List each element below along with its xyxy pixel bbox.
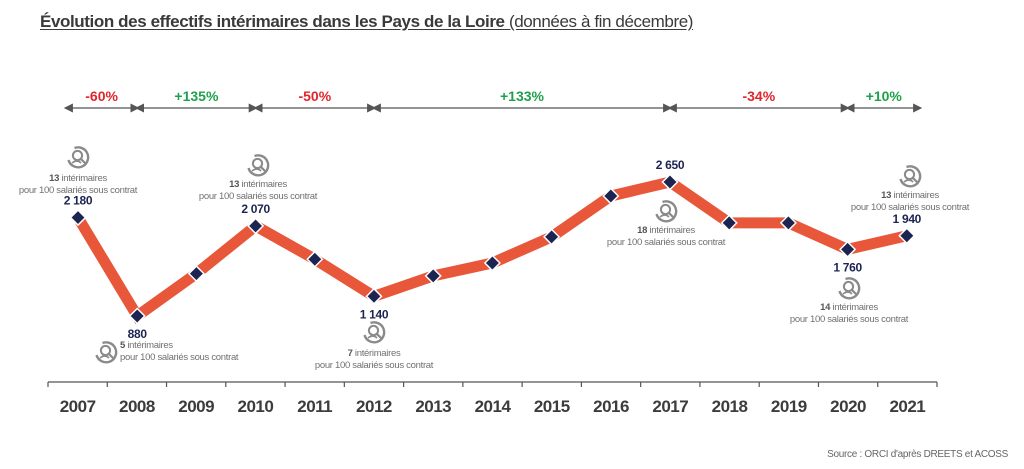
annotation-text: intérimaires — [125, 340, 173, 351]
variation-label-2020-2021: +10% — [866, 88, 903, 104]
x-tick-label: 2010 — [238, 397, 274, 416]
data-label-2007: 2 180 — [64, 194, 93, 208]
magnifier-person-icon — [655, 200, 678, 223]
data-point-2021 — [898, 227, 916, 245]
annotation-line1: 13 intérimaires — [49, 173, 107, 184]
annotation-line1: 14 intérimaires — [820, 302, 878, 313]
annotation-text: intérimaires — [647, 225, 695, 236]
annotation-line2: pour 100 salariés sous contrat — [315, 360, 434, 371]
variations-layer: -60% +135% -50% +133% -34% +10% — [63, 88, 923, 113]
x-tick-label: 2012 — [356, 397, 392, 416]
magnifier-person-icon — [838, 277, 861, 300]
annotation-text: intérimaires — [830, 302, 878, 313]
x-tick-label: 2014 — [475, 397, 512, 416]
data-point-2007 — [69, 209, 87, 227]
data-labels-layer: 2 180 880 2 070 1 140 2 650 1 760 1 940 — [64, 158, 922, 341]
data-label-2010: 2 070 — [241, 202, 270, 216]
magnifier-person-icon — [363, 321, 386, 344]
x-tick-label: 2021 — [889, 397, 925, 416]
data-label-2017: 2 650 — [656, 158, 685, 172]
x-tick-label: 2018 — [712, 397, 748, 416]
annotation-number: 5 — [120, 340, 126, 351]
annotation-number: 18 — [637, 225, 647, 236]
annotation-line2: pour 100 salariés sous contrat — [790, 314, 909, 325]
annotation-number: 14 — [820, 302, 831, 313]
series-line — [73, 176, 909, 324]
x-tick-label: 2013 — [415, 397, 451, 416]
x-tick-label: 2019 — [771, 397, 807, 416]
magnifier-person-icon — [67, 146, 90, 169]
series-line-path — [73, 176, 909, 324]
magnifier-person-icon — [95, 341, 118, 364]
x-tick-label: 2020 — [830, 397, 866, 416]
annotation-text: intérimaires — [59, 173, 107, 184]
annotation-line2: pour 100 salariés sous contrat — [120, 352, 239, 363]
data-point-2018 — [720, 214, 738, 232]
data-point-2016 — [602, 187, 620, 205]
variation-label-2017-2020: -34% — [742, 88, 775, 104]
chart-title: Évolution des effectifs intérimaires dan… — [40, 12, 693, 32]
data-point-2014 — [483, 254, 501, 272]
x-tick-label: 2016 — [593, 397, 629, 416]
data-point-2015 — [543, 228, 561, 246]
annotation-number: 13 — [881, 190, 891, 201]
annotation-line2: pour 100 salariés sous contrat — [851, 202, 970, 213]
annotation-line2: pour 100 salariés sous contrat — [19, 185, 138, 196]
data-point-2011 — [306, 250, 324, 268]
chart-title-sub: (données à fin décembre) — [508, 12, 694, 31]
data-point-2008 — [128, 307, 146, 325]
data-label-2020: 1 760 — [833, 260, 862, 274]
markers-layer — [69, 173, 916, 325]
data-point-2012 — [365, 287, 383, 305]
variation-label-2007-2008: -60% — [85, 88, 118, 104]
magnifier-person-icon — [899, 165, 922, 188]
annotation-line1: 7 intérimaires — [348, 348, 401, 359]
annotation-line1: 13 intérimaires — [229, 179, 287, 190]
data-label-2012: 1 140 — [360, 307, 389, 321]
data-point-2020 — [839, 240, 857, 258]
annotation-line1: 13 intérimaires — [881, 190, 939, 201]
data-point-2010 — [247, 217, 265, 235]
annotation-line1: 18 intérimaires — [637, 225, 695, 236]
magnifier-person-icon — [247, 154, 270, 177]
source-note: Source : ORCI d'après DREETS et ACOSS — [827, 449, 1008, 460]
variation-label-2008-2010: +135% — [174, 88, 219, 104]
annotation-number: 13 — [229, 179, 239, 190]
chart-title-main: Évolution des effectifs intérimaires dan… — [40, 12, 505, 31]
annotation-text: intérimaires — [891, 190, 939, 201]
annotation-line2: pour 100 salariés sous contrat — [607, 237, 726, 248]
x-tick-label: 2015 — [534, 397, 570, 416]
data-label-2021: 1 940 — [893, 212, 922, 226]
data-label-2008: 880 — [128, 327, 148, 341]
annotation-number: 13 — [49, 173, 59, 184]
x-tick-label: 2008 — [119, 397, 155, 416]
x-tick-label: 2007 — [60, 397, 96, 416]
x-tick-label: 2009 — [178, 397, 214, 416]
variation-label-2012-2017: +133% — [500, 88, 545, 104]
data-point-2009 — [187, 265, 205, 283]
variation-label-2010-2012: -50% — [298, 88, 331, 104]
annotation-line2: pour 100 salariés sous contrat — [199, 191, 318, 202]
data-point-2017 — [661, 173, 679, 191]
annotation-number: 7 — [348, 348, 353, 359]
data-point-2019 — [779, 214, 797, 232]
x-tick-label: 2011 — [297, 397, 332, 416]
annotation-text: intérimaires — [353, 348, 401, 359]
data-point-2013 — [424, 267, 442, 285]
x-tick-label: 2017 — [652, 397, 688, 416]
annotation-line1: 5 intérimaires — [120, 340, 173, 351]
annotation-text: intérimaires — [239, 179, 287, 190]
x-axis: 2007 2008 2009 2010 2011 2012 2013 2014 2015 2016… — [47, 381, 938, 416]
